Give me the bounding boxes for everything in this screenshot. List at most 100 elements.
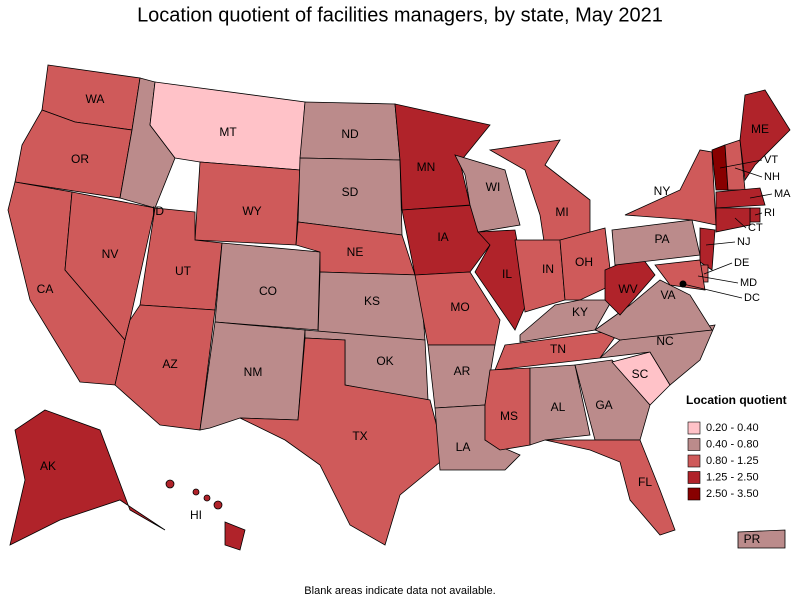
legend-label: 2.50 - 3.50 <box>706 488 759 500</box>
state-label: LA <box>456 440 471 454</box>
island <box>213 500 223 510</box>
legend-swatch <box>687 421 701 435</box>
state-label: TX <box>352 429 367 443</box>
state-label: OH <box>575 255 593 269</box>
state-label: ND <box>341 127 359 141</box>
state-label: MS <box>500 409 518 423</box>
state-label: NE <box>347 245 364 259</box>
state-shape <box>114 304 216 431</box>
state-label: CO <box>259 284 277 298</box>
leader-line <box>754 212 763 216</box>
state-label: WY <box>242 204 261 218</box>
state-shape <box>654 259 706 291</box>
state-label: DE <box>734 257 749 269</box>
state-label: RI <box>764 207 775 219</box>
state-label: NJ <box>737 236 750 248</box>
state-label: ID <box>152 204 164 218</box>
state-shape <box>715 187 766 209</box>
state-label: NV <box>102 247 119 261</box>
state-shape <box>624 149 717 226</box>
state-label: UT <box>175 264 192 278</box>
legend-title: Location quotient <box>686 393 787 407</box>
state-shape <box>414 271 501 346</box>
state-label: AK <box>40 459 56 473</box>
state-label: CT <box>748 222 763 234</box>
island <box>203 494 211 502</box>
state-shape <box>401 204 491 276</box>
leader-line <box>697 275 739 284</box>
state-label: WA <box>86 92 105 106</box>
leader-line <box>734 217 747 229</box>
state-label: KY <box>572 305 588 319</box>
legend: 0.20 - 0.40 0.40 - 0.80 0.80 - 1.25 1.25 - … <box>687 421 759 501</box>
state-label: OR <box>71 152 89 166</box>
state-label: TN <box>550 342 566 356</box>
state-shape <box>739 89 791 182</box>
state-label: FL <box>638 475 652 489</box>
legend-swatch <box>687 438 701 451</box>
state-label: SC <box>632 367 649 381</box>
state-shape <box>474 229 529 331</box>
state-label: KS <box>364 294 380 308</box>
legend-swatch <box>687 471 701 484</box>
state-label: MD <box>740 277 757 289</box>
leader-line <box>703 262 733 275</box>
state-label: AZ <box>162 357 177 371</box>
state-label: NH <box>764 171 780 183</box>
state-label: CA <box>37 282 54 296</box>
state-label: DC <box>744 292 760 304</box>
state-shape <box>224 521 246 551</box>
map-title: Location quotient of facilities managers… <box>137 4 663 26</box>
state-label: VT <box>764 154 778 166</box>
state-labels: WA OR CA NV ID MT WY UT AZ CO NM ND SD NE KS OK TX MN IA MO… <box>37 92 791 546</box>
legend-label: 0.40 - 0.80 <box>706 438 759 450</box>
state-label: IL <box>502 267 512 281</box>
state-label: AL <box>551 400 566 414</box>
state-label: MI <box>555 205 568 219</box>
state-shape <box>594 279 713 341</box>
state-shape <box>239 337 446 546</box>
state-shape <box>529 364 591 446</box>
states <box>7 64 791 551</box>
state-label: MT <box>219 125 237 139</box>
state-label: VA <box>660 288 675 302</box>
state-shape <box>9 409 166 546</box>
island <box>165 479 175 489</box>
state-label: IA <box>437 230 448 244</box>
legend-label: 0.20 - 0.40 <box>706 422 759 434</box>
legend-label: 0.80 - 1.25 <box>706 455 759 467</box>
state-label: MN <box>417 160 436 174</box>
state-label: HI <box>190 508 202 522</box>
leader-line <box>734 167 763 178</box>
state-shape <box>574 359 651 441</box>
leader-line <box>682 283 743 299</box>
state-label: IN <box>542 262 554 276</box>
state-label: NY <box>654 184 671 198</box>
leader-line <box>719 159 763 169</box>
footnote: Blank areas indicate data not available. <box>304 585 495 597</box>
state-label: MO <box>450 300 469 314</box>
leader-line <box>749 193 773 199</box>
state-label: PA <box>654 232 669 246</box>
state-shape <box>699 227 716 271</box>
state-label: GA <box>595 398 612 412</box>
state-shape <box>559 227 613 301</box>
state-label: SD <box>342 185 359 199</box>
state-label: AR <box>454 364 471 378</box>
state-label: OK <box>376 354 393 368</box>
state-label: PR <box>744 532 761 546</box>
leader-line <box>705 241 736 246</box>
legend-swatch <box>687 487 701 501</box>
state-label: NM <box>244 365 263 379</box>
state-label: NC <box>656 334 674 348</box>
state-shape <box>737 529 786 549</box>
legend-label: 1.25 - 2.50 <box>706 471 759 483</box>
state-label: ME <box>751 122 769 136</box>
state-shape <box>544 439 676 536</box>
legend-swatch <box>687 454 701 468</box>
island <box>192 488 200 496</box>
state-label: WV <box>618 282 637 296</box>
state-label: WI <box>486 180 501 194</box>
state-shape <box>715 207 751 233</box>
